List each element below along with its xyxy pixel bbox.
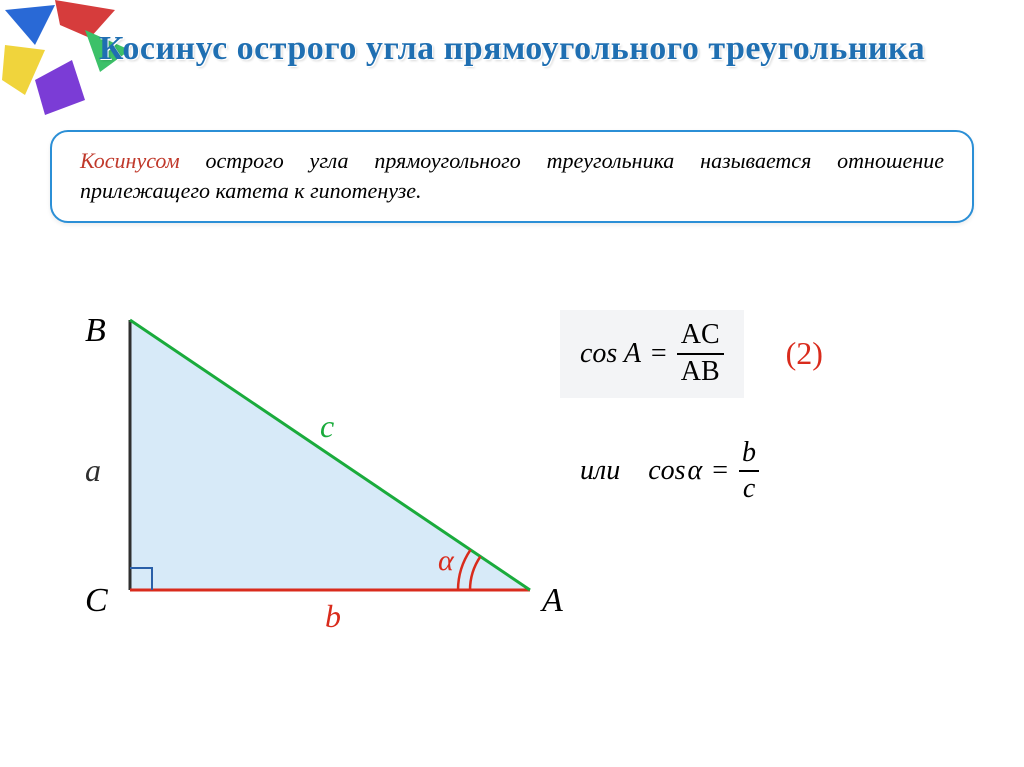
corner-decoration [0, 0, 140, 140]
formula-main: cos A = AC AB [560, 310, 744, 398]
definition-text: острого угла прямоугольного треугольника… [80, 148, 944, 203]
formula-alt-numerator: b [738, 438, 760, 471]
slide-title: Косинус острого угла прямоугольного треу… [0, 30, 1024, 68]
side-label-c: c [320, 408, 334, 445]
vertex-label-c: C [85, 582, 108, 620]
formula-alt-lhs: cosα [648, 455, 702, 487]
triangle-diagram: B C A a b c α [30, 300, 590, 700]
formula-main-denominator: AB [677, 353, 724, 388]
formula-main-row: cos A = AC AB (2) [560, 310, 1000, 398]
formula-main-numerator: AC [677, 320, 724, 353]
formula-main-lhs: cos A [580, 338, 641, 369]
definition-box: Косинусом острого угла прямоугольного тр… [50, 130, 974, 223]
formula-index: (2) [786, 335, 823, 372]
side-label-a: a [85, 452, 101, 489]
equals-sign-alt: = [712, 455, 728, 487]
vertex-label-b: B [85, 312, 106, 350]
formula-zone: cos A = AC AB (2) или cosα = b c [560, 310, 1000, 545]
or-word: или [580, 455, 620, 487]
vertex-label-a: A [542, 582, 563, 620]
formula-main-fraction: AC AB [677, 320, 724, 388]
formula-alt-row: или cosα = b c [560, 438, 1000, 506]
side-label-b: b [325, 598, 341, 635]
definition-keyword: Косинусом [80, 148, 180, 173]
formula-alt-fraction: b c [738, 438, 760, 506]
equals-sign: = [651, 338, 667, 370]
formula-alt-denominator: c [739, 470, 759, 505]
angle-label-alpha: α [438, 544, 454, 578]
